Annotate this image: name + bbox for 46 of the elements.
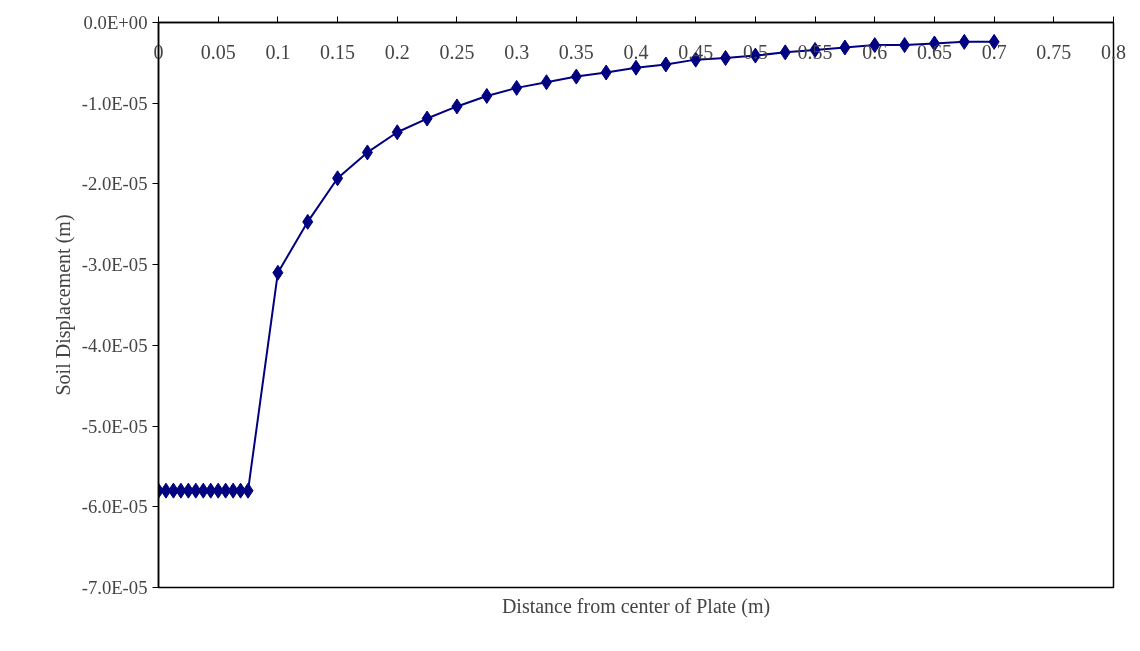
point xyxy=(660,56,672,73)
y-tick-label: -1.0E-05 xyxy=(81,92,148,114)
point xyxy=(361,144,373,161)
point xyxy=(511,79,523,96)
y-tick-label: -3.0E-05 xyxy=(81,254,148,276)
point xyxy=(899,37,911,54)
x-tick-label: 0.05 xyxy=(200,40,236,63)
point xyxy=(451,98,463,115)
point xyxy=(421,110,433,127)
point xyxy=(332,170,344,187)
y-tick-label: -5.0E-05 xyxy=(81,415,148,437)
y-tick-label: -6.0E-05 xyxy=(81,496,148,518)
x-tick-label: 0.45 xyxy=(678,40,714,63)
x-tick-label: 0.25 xyxy=(439,40,475,63)
y-axis-title: Soil Displacement (m) xyxy=(51,214,75,396)
point xyxy=(481,87,493,104)
y-tick-label: 0.0E+00 xyxy=(83,12,148,33)
point xyxy=(242,482,254,499)
x-tick-label: 0.6 xyxy=(862,40,888,63)
point xyxy=(302,213,314,230)
point xyxy=(630,59,642,76)
x-tick-label: 0.4 xyxy=(623,40,649,63)
y-tick-label: -2.0E-05 xyxy=(81,173,148,195)
x-tick-label: 0.75 xyxy=(1036,40,1072,63)
point xyxy=(272,264,284,281)
point xyxy=(839,39,851,56)
point xyxy=(182,482,194,499)
x-tick-label: 0.35 xyxy=(558,40,594,63)
x-tick-label: 0.15 xyxy=(320,40,356,63)
point xyxy=(391,124,403,141)
point xyxy=(958,33,970,50)
x-tick-label: 0.2 xyxy=(384,40,410,63)
point xyxy=(197,482,209,499)
point xyxy=(540,74,552,91)
point xyxy=(167,482,179,499)
point xyxy=(720,50,732,67)
x-tick-label: 0.1 xyxy=(265,40,291,63)
x-tick-label: 0.65 xyxy=(916,40,952,63)
point xyxy=(570,68,582,85)
x-tick-label: 0.7 xyxy=(981,40,1007,63)
y-tick-label: -7.0E-05 xyxy=(81,577,148,598)
point xyxy=(600,64,612,81)
point xyxy=(779,44,791,61)
x-axis-title: Distance from center of Plate (m) xyxy=(501,594,771,618)
x-tick-label: 0.3 xyxy=(504,40,530,63)
y-tick-label: -4.0E-05 xyxy=(81,334,148,356)
